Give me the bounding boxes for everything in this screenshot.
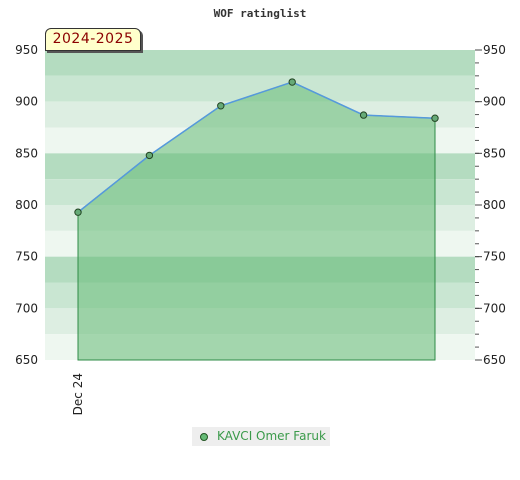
y-tick-label-left: 750	[15, 250, 38, 264]
y-tick-label-left: 850	[15, 146, 38, 160]
y-axis-right: 650 700 750 800 850 900 950	[475, 43, 506, 367]
legend[interactable]: KAVCI Omer Faruk	[192, 427, 330, 446]
y-tick-label-right: 750	[483, 250, 506, 264]
data-point[interactable]	[359, 111, 368, 119]
background-band	[45, 50, 475, 76]
data-point[interactable]	[74, 208, 82, 216]
data-point[interactable]	[145, 151, 154, 160]
y-axis-left: 650 700 750 800 850 900 950	[15, 43, 38, 367]
x-axis: Dec 24	[71, 373, 85, 415]
series-line	[77, 81, 436, 213]
legend-label: KAVCI Omer Faruk	[217, 429, 326, 443]
y-tick-label-right: 700	[483, 301, 506, 315]
y-tick-label-left: 700	[15, 301, 38, 315]
y-tick-label-right: 850	[483, 146, 506, 160]
chart-title: WOF ratinglist	[214, 7, 307, 20]
data-point[interactable]	[288, 78, 296, 86]
y-tick-label-left: 900	[15, 95, 38, 109]
y-tick-label-left: 950	[15, 43, 38, 57]
y-tick-label-right: 650	[483, 353, 506, 367]
y-tick-label-right: 800	[483, 198, 506, 212]
y-tick-label-left: 800	[15, 198, 38, 212]
legend-marker-icon	[200, 433, 208, 441]
data-point[interactable]	[431, 114, 439, 122]
y-tick-label-left: 650	[15, 353, 38, 367]
y-tick-label-right: 950	[483, 43, 506, 57]
data-point[interactable]	[217, 102, 225, 110]
y-tick-label-right: 900	[483, 95, 506, 109]
series-points	[74, 78, 439, 216]
season-badge: 2024-2025	[45, 28, 141, 51]
x-tick-label: Dec 24	[71, 373, 85, 415]
